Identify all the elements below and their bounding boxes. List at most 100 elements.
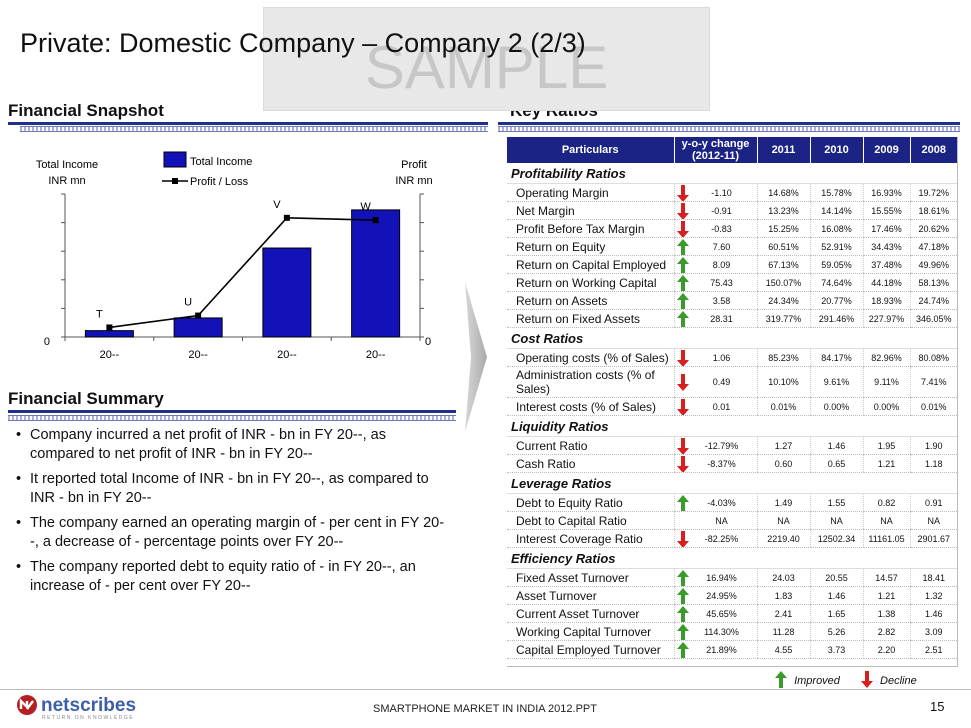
year-value-cell: 0.01% bbox=[756, 397, 810, 416]
yoy-value: 8.09 bbox=[712, 259, 731, 270]
yoy-value: 75.43 bbox=[710, 277, 733, 288]
right-axis-label-line1: Profit bbox=[401, 159, 427, 171]
logo-wordmark: netscribes bbox=[41, 695, 136, 716]
up-arrow-icon bbox=[676, 292, 689, 309]
year-value-cell: 1.90 bbox=[909, 436, 957, 455]
sample-watermark: SAMPLE bbox=[263, 7, 710, 111]
year-value-cell: 1.21 bbox=[862, 586, 910, 605]
up-arrow-icon bbox=[676, 623, 689, 640]
year-value-cell: 319.77% bbox=[756, 309, 810, 328]
footer-divider bbox=[0, 689, 971, 690]
yoy-value: -0.91 bbox=[711, 205, 732, 216]
yoy-cell: -1.10 bbox=[673, 183, 757, 202]
netscribes-logo: netscribes RETURN ON KNOWLEDGE bbox=[14, 693, 154, 726]
x-tick-label: 20-- bbox=[188, 349, 208, 360]
yoy-value: 114.30% bbox=[704, 626, 739, 637]
year-value-cell: 1.32 bbox=[909, 586, 957, 605]
yoy-cell: -4.03% bbox=[673, 493, 757, 512]
row-label: Profit Before Tax Margin bbox=[507, 219, 674, 238]
point-label: U bbox=[184, 297, 192, 309]
bar-total-income bbox=[84, 330, 134, 338]
down-arrow-icon bbox=[676, 398, 689, 415]
page-title: Private: Domestic Company – Company 2 (2… bbox=[20, 28, 586, 58]
summary-bullet: • The company reported debt to equity rat… bbox=[12, 558, 452, 596]
year-value-cell: 1.55 bbox=[809, 493, 863, 512]
year-value-cell: 24.03 bbox=[756, 568, 810, 587]
year-value-cell: 2.41 bbox=[756, 604, 810, 623]
year-value-cell: 11.28 bbox=[756, 622, 810, 641]
section-row-profitability-ratios: Profitability Ratios bbox=[507, 163, 957, 184]
yoy-value: -0.83 bbox=[711, 223, 732, 234]
yoy-value: 0.49 bbox=[712, 377, 731, 387]
section-separator-chevron-icon bbox=[465, 282, 487, 432]
year-value-cell: 1.95 bbox=[862, 436, 910, 455]
chart-profit-line bbox=[106, 214, 379, 331]
yoy-value: NA bbox=[715, 515, 728, 526]
summary-bullet: • It reported total Income of INR - bn in… bbox=[12, 470, 452, 508]
left-axis-label-line1: Total Income bbox=[36, 159, 98, 171]
year-value-cell: 0.91 bbox=[909, 493, 957, 512]
yoy-value: 1.06 bbox=[712, 352, 731, 363]
year-value-cell: NA bbox=[862, 511, 910, 530]
financial-summary-heading: Financial Summary bbox=[8, 389, 164, 408]
year-value-cell: 0.00% bbox=[862, 397, 910, 416]
year-value-cell: 7.41% bbox=[909, 366, 957, 398]
table-row: Current Asset Turnover 45.65% 2.41 1.65 1.38… bbox=[507, 604, 957, 623]
year-value-cell: 1.46 bbox=[809, 586, 863, 605]
year-value-cell: 47.18% bbox=[909, 237, 957, 256]
summary-underline bbox=[8, 410, 456, 413]
summary-bullet-text: The company reported debt to equity rati… bbox=[30, 559, 416, 594]
year-value-cell: 11161.05 bbox=[862, 529, 910, 548]
table-row: Working Capital Turnover 114.30% 11.28 5.26… bbox=[507, 622, 957, 641]
year-value-cell: 1.46 bbox=[909, 604, 957, 623]
logo-tagline: RETURN ON KNOWLEDGE bbox=[42, 715, 134, 721]
chart-static-layer: Total Income INR mn Profit INR mn Total … bbox=[36, 151, 433, 348]
up-arrow-icon bbox=[676, 569, 689, 586]
footer-filename: SMARTPHONE MARKET IN INDIA 2012.PPT bbox=[373, 703, 597, 715]
summary-bullet-text: The company earned an operating margin o… bbox=[30, 515, 445, 550]
yoy-cell: 3.58 bbox=[673, 291, 757, 310]
year-value-cell: 150.07% bbox=[756, 273, 810, 292]
section-title: Cost Ratios bbox=[507, 327, 957, 349]
down-arrow-icon bbox=[676, 202, 689, 219]
year-value-cell: 1.83 bbox=[756, 586, 810, 605]
yoy-value: 0.01 bbox=[712, 401, 731, 412]
row-label: Current Ratio bbox=[507, 436, 674, 455]
year-value-cell: 14.57 bbox=[862, 568, 910, 587]
row-label: Interest Coverage Ratio bbox=[507, 529, 674, 548]
year-value-cell: 82.96% bbox=[862, 348, 910, 367]
year-value-cell: 227.97% bbox=[862, 309, 910, 328]
year-value-cell: 9.61% bbox=[809, 366, 863, 398]
year-value-cell: 2.82 bbox=[862, 622, 910, 641]
row-label: Working Capital Turnover bbox=[507, 622, 674, 641]
year-value-cell: 9.11% bbox=[862, 366, 910, 398]
table-row: Current Ratio -12.79% 1.27 1.46 1.95 1.90 bbox=[507, 436, 957, 455]
down-arrow-icon bbox=[676, 530, 689, 547]
yoy-cell: -82.25% bbox=[673, 529, 757, 548]
summary-dotted-rule bbox=[8, 415, 456, 421]
yoy-cell: 21.89% bbox=[673, 640, 757, 659]
yoy-cell: 114.30% bbox=[673, 622, 757, 641]
table-row: Interest Coverage Ratio -82.25% 2219.40 125… bbox=[507, 529, 957, 548]
row-label: Cash Ratio bbox=[507, 454, 674, 473]
table-row: Operating Margin -1.10 14.68% 15.78% 16.93% 1… bbox=[507, 183, 957, 202]
table-row: Asset Turnover 24.95% 1.83 1.46 1.21 1.32 bbox=[507, 586, 957, 605]
year-value-cell: 1.46 bbox=[809, 436, 863, 455]
profit-loss-line bbox=[109, 217, 376, 329]
row-label: Return on Assets bbox=[507, 291, 674, 310]
year-value-cell: 19.72% bbox=[909, 183, 957, 202]
year-value-cell: 67.13% bbox=[756, 255, 810, 274]
table-header-row: Particulars y-o-y change (2012-11) 2011 … bbox=[507, 137, 957, 163]
row-label: Net Margin bbox=[507, 201, 674, 220]
financial-summary-list: • Company incurred a net profit of INR - … bbox=[12, 426, 452, 602]
year-value-cell: 58.13% bbox=[909, 273, 957, 292]
year-value-cell: 0.82 bbox=[862, 493, 910, 512]
year-value-cell: 15.25% bbox=[756, 219, 810, 238]
year-value-cell: NA bbox=[756, 511, 810, 530]
ratios-underline bbox=[498, 122, 960, 125]
section-title: Liquidity Ratios bbox=[507, 415, 957, 437]
yoy-cell: 28.31 bbox=[673, 309, 757, 328]
table-row: Return on Assets 3.58 24.34% 20.77% 18.93% 24… bbox=[507, 291, 957, 310]
bar-total-income bbox=[173, 317, 223, 338]
legend-bar-swatch bbox=[163, 151, 187, 168]
